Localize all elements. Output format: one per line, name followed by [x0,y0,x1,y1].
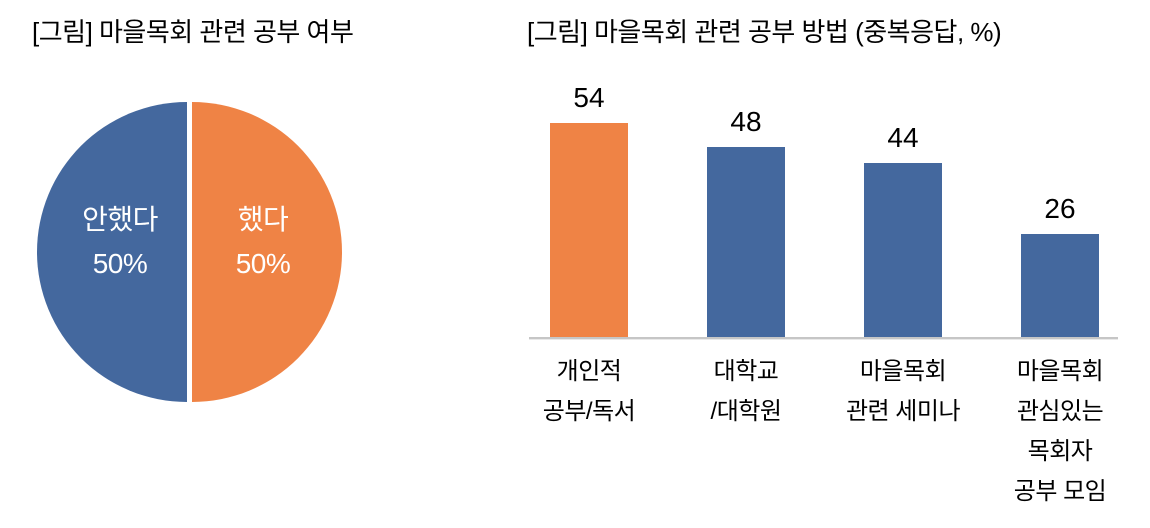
bar-2 [707,147,785,337]
category-label-line: 관련 세미나 [845,398,961,425]
bar-4-value-label: 26 [1044,193,1076,224]
x-axis-line [529,337,1118,340]
category-label-line: 대학교 [713,358,779,385]
bar-chart-title: [그림] 마을목회 관련 공부 방법 (중복응답, %) [527,17,1002,47]
category-label-line: 개인적 [556,358,622,385]
pie-slice-left-pct: 50% [92,248,148,279]
bar-1 [550,123,628,337]
bar-3 [864,163,942,337]
category-label-line: /대학원 [710,398,782,425]
pie-slice-right [192,102,342,402]
pie-chart-title: [그림] 마을목회 관련 공부 여부 [32,17,354,47]
bar-4 [1021,234,1099,337]
pie-slice-left [37,102,187,402]
category-label-line: 관심있는 [1016,398,1104,425]
bar-3-value-label: 44 [887,122,919,153]
pie-slice-right-name: 했다 [237,204,289,235]
pie-svg [37,102,342,402]
pie-slice-right-pct: 50% [235,248,291,279]
pie-slice-left-label: 안했다 50% [45,198,195,286]
bar-1-value-label: 54 [573,82,605,113]
pie-chart: 안했다 50% 했다 50% [0,0,420,528]
bar-2-category-label: 대학교/대학원 [668,352,825,432]
category-label-line: 목회자 [1027,438,1093,465]
category-label-line: 마을목회 [1016,358,1104,385]
category-label-line: 마을목회 [859,358,947,385]
pie-slice-left-name: 안했다 [82,204,158,235]
pie-slice-right-label: 했다 50% [188,198,338,286]
bar-2-value-label: 48 [730,106,762,137]
category-label-line: 공부/독서 [542,398,636,425]
category-label-line: 공부 모임 [1013,478,1107,505]
